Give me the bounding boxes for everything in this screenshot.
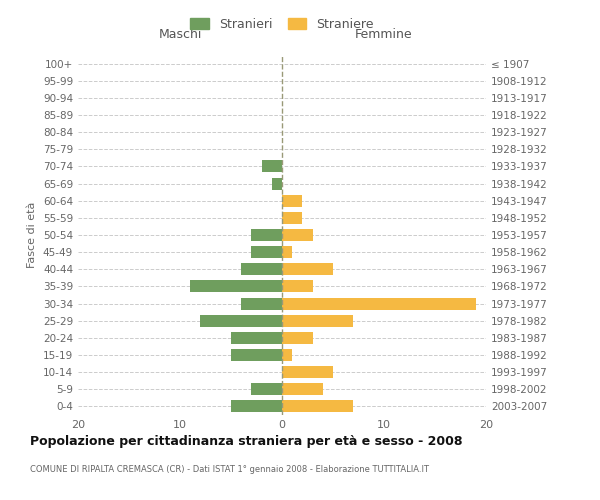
Bar [282, 194, 302, 206]
Bar [272, 178, 282, 190]
Bar [282, 384, 323, 396]
Bar [282, 280, 313, 292]
Text: Femmine: Femmine [355, 28, 413, 42]
Bar [251, 246, 282, 258]
Bar [251, 384, 282, 396]
Bar [282, 366, 333, 378]
Bar [231, 332, 282, 344]
Bar [231, 400, 282, 412]
Bar [282, 332, 313, 344]
Bar [282, 264, 333, 276]
Bar [282, 349, 292, 361]
Bar [241, 264, 282, 276]
Bar [262, 160, 282, 172]
Bar [241, 298, 282, 310]
Bar [282, 298, 476, 310]
Bar [231, 349, 282, 361]
Bar [282, 314, 353, 326]
Text: Popolazione per cittadinanza straniera per età e sesso - 2008: Popolazione per cittadinanza straniera p… [30, 435, 463, 448]
Legend: Stranieri, Straniere: Stranieri, Straniere [187, 14, 377, 34]
Y-axis label: Fasce di età: Fasce di età [28, 202, 37, 268]
Bar [282, 400, 353, 412]
Bar [200, 314, 282, 326]
Bar [282, 246, 292, 258]
Bar [251, 229, 282, 241]
Text: COMUNE DI RIPALTA CREMASCA (CR) - Dati ISTAT 1° gennaio 2008 - Elaborazione TUTT: COMUNE DI RIPALTA CREMASCA (CR) - Dati I… [30, 465, 429, 474]
Bar [282, 229, 313, 241]
Bar [282, 212, 302, 224]
Text: Maschi: Maschi [158, 28, 202, 42]
Bar [190, 280, 282, 292]
